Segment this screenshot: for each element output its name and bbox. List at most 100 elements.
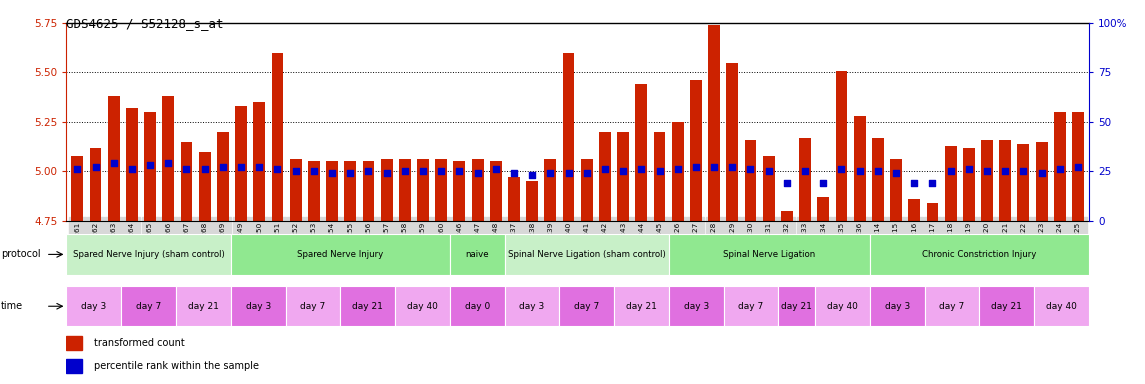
Point <box>796 168 814 174</box>
Bar <box>724 286 779 326</box>
Bar <box>635 84 647 221</box>
Bar <box>395 286 450 326</box>
Text: day 7: day 7 <box>939 302 964 311</box>
Point <box>960 166 978 172</box>
Text: day 0: day 0 <box>465 302 490 311</box>
Point <box>378 170 396 176</box>
Point <box>814 180 832 186</box>
Bar <box>505 234 669 275</box>
Point <box>777 180 796 186</box>
Bar <box>253 102 266 221</box>
Point <box>487 166 505 172</box>
Text: Spinal Nerve Ligation: Spinal Nerve Ligation <box>724 250 815 259</box>
Bar <box>617 132 629 221</box>
Text: Chronic Constriction Injury: Chronic Constriction Injury <box>922 250 1036 259</box>
Point <box>196 166 214 172</box>
Point <box>905 180 923 186</box>
Text: day 7: day 7 <box>574 302 599 311</box>
Bar <box>1072 112 1084 221</box>
Text: GDS4625 / S52128_s_at: GDS4625 / S52128_s_at <box>66 17 224 30</box>
Point <box>650 168 669 174</box>
Bar <box>453 162 465 221</box>
Point <box>687 164 705 170</box>
Text: day 3: day 3 <box>885 302 910 311</box>
Point <box>450 168 468 174</box>
Bar <box>1053 112 1066 221</box>
Bar <box>380 159 393 221</box>
Bar <box>890 159 902 221</box>
Bar <box>836 71 847 221</box>
Point <box>268 166 286 172</box>
Bar <box>231 234 450 275</box>
Bar <box>562 53 575 221</box>
Text: day 3: day 3 <box>81 302 106 311</box>
Bar <box>709 25 720 221</box>
Point <box>396 168 414 174</box>
Bar <box>1034 286 1089 326</box>
Bar <box>726 63 739 221</box>
Text: day 21: day 21 <box>781 302 812 311</box>
Bar <box>1000 140 1011 221</box>
Bar <box>815 286 870 326</box>
Text: day 3: day 3 <box>520 302 545 311</box>
Text: day 40: day 40 <box>1047 302 1077 311</box>
Bar <box>435 159 447 221</box>
Point <box>177 166 196 172</box>
Text: Spared Nerve Injury (sham control): Spared Nerve Injury (sham control) <box>72 250 224 259</box>
Point <box>1033 170 1051 176</box>
Point <box>614 168 632 174</box>
Point <box>724 164 742 170</box>
Text: day 3: day 3 <box>245 302 270 311</box>
Bar <box>66 336 82 350</box>
Point <box>1068 164 1087 170</box>
Bar <box>121 286 176 326</box>
Bar <box>66 234 231 275</box>
Bar <box>654 132 665 221</box>
Text: day 21: day 21 <box>188 302 219 311</box>
Point <box>250 164 268 170</box>
Point <box>1051 166 1069 172</box>
Text: day 7: day 7 <box>739 302 764 311</box>
Text: day 21: day 21 <box>992 302 1022 311</box>
Bar <box>781 211 792 221</box>
Bar <box>176 286 231 326</box>
Point <box>851 168 869 174</box>
Bar <box>979 286 1034 326</box>
Bar <box>345 162 356 221</box>
Text: percentile rank within the sample: percentile rank within the sample <box>94 361 260 371</box>
Point <box>341 170 360 176</box>
Text: naive: naive <box>465 250 489 259</box>
Text: day 3: day 3 <box>684 302 709 311</box>
Bar <box>181 142 192 221</box>
Point <box>869 168 887 174</box>
Bar <box>779 286 815 326</box>
Point <box>705 164 724 170</box>
Bar <box>545 159 556 221</box>
Point <box>595 166 614 172</box>
Point <box>523 172 542 179</box>
Bar <box>963 147 974 221</box>
Bar <box>308 162 319 221</box>
Point <box>159 161 177 167</box>
Bar <box>672 122 684 221</box>
Point <box>978 168 996 174</box>
Point <box>432 168 450 174</box>
Point <box>996 168 1014 174</box>
Bar <box>271 53 283 221</box>
Bar <box>669 234 870 275</box>
Text: Spinal Nerve Ligation (sham control): Spinal Nerve Ligation (sham control) <box>508 250 665 259</box>
Bar <box>599 132 610 221</box>
Bar <box>744 140 757 221</box>
Bar <box>490 162 502 221</box>
Bar <box>505 286 560 326</box>
Point <box>560 170 578 176</box>
Bar <box>818 197 829 221</box>
Text: day 21: day 21 <box>626 302 657 311</box>
Bar <box>945 146 956 221</box>
Bar <box>71 156 84 221</box>
Point <box>286 168 305 174</box>
Bar <box>290 159 301 221</box>
Point <box>923 180 941 186</box>
Bar <box>126 108 137 221</box>
Bar <box>1036 142 1048 221</box>
